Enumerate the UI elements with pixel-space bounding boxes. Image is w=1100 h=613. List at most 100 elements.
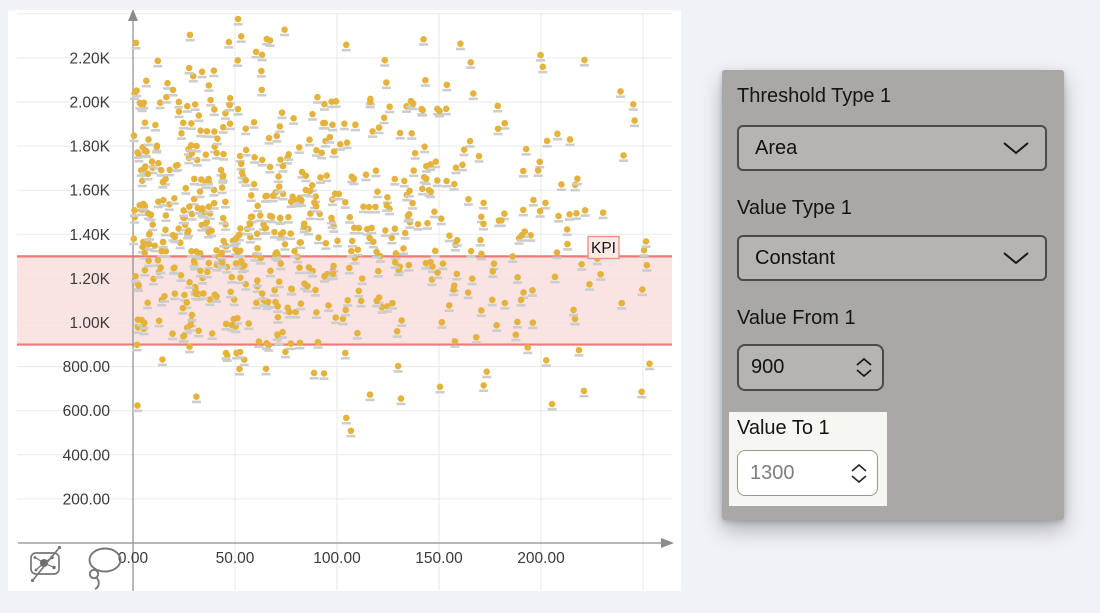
data-point[interactable] (424, 219, 431, 227)
data-point[interactable] (171, 290, 179, 297)
data-point[interactable] (178, 130, 185, 137)
data-point[interactable] (141, 266, 149, 274)
data-point[interactable] (139, 243, 147, 251)
data-point[interactable] (350, 175, 358, 182)
data-point[interactable] (277, 156, 284, 163)
data-point[interactable] (171, 194, 178, 202)
data-point[interactable] (203, 127, 211, 135)
data-point[interactable] (374, 188, 381, 196)
data-point[interactable] (247, 192, 255, 199)
data-point[interactable] (460, 146, 468, 153)
data-point[interactable] (130, 235, 138, 243)
data-point[interactable] (182, 184, 190, 192)
data-point[interactable] (272, 250, 279, 258)
data-point[interactable] (445, 302, 453, 309)
data-point[interactable] (130, 132, 138, 139)
data-point[interactable] (382, 227, 389, 234)
data-point[interactable] (226, 120, 234, 127)
data-point[interactable] (218, 249, 226, 257)
data-point[interactable] (478, 250, 485, 258)
threshold-type-dropdown[interactable]: Area (737, 125, 1047, 171)
data-point[interactable] (278, 109, 286, 116)
data-point[interactable] (205, 228, 212, 236)
data-point[interactable] (246, 220, 254, 227)
data-point[interactable] (431, 247, 439, 255)
data-point[interactable] (321, 272, 328, 280)
lasso-select-button[interactable] (82, 545, 126, 593)
data-point[interactable] (237, 247, 244, 255)
data-point[interactable] (536, 207, 544, 215)
spinner-down-button[interactable] (851, 474, 867, 483)
data-point[interactable] (175, 108, 183, 115)
data-point[interactable] (228, 273, 236, 281)
data-point[interactable] (251, 153, 258, 161)
data-point[interactable] (180, 332, 188, 340)
data-point[interactable] (643, 261, 651, 269)
data-point[interactable] (312, 286, 319, 294)
data-point[interactable] (314, 93, 321, 101)
data-point[interactable] (242, 177, 250, 184)
data-point[interactable] (254, 277, 261, 284)
data-point[interactable] (409, 100, 417, 107)
data-point[interactable] (558, 181, 565, 188)
data-point[interactable] (290, 115, 297, 122)
data-point[interactable] (306, 136, 313, 144)
data-point[interactable] (400, 245, 407, 252)
data-point[interactable] (219, 214, 227, 222)
data-point[interactable] (468, 275, 476, 283)
data-point[interactable] (254, 202, 261, 210)
data-point[interactable] (169, 330, 176, 337)
data-point[interactable] (459, 161, 466, 169)
data-point[interactable] (517, 296, 525, 304)
data-point[interactable] (646, 360, 653, 367)
data-point[interactable] (355, 287, 363, 295)
data-point[interactable] (281, 240, 289, 248)
data-point[interactable] (158, 247, 165, 255)
data-point[interactable] (446, 232, 453, 240)
data-point[interactable] (501, 119, 509, 127)
data-point[interactable] (250, 180, 258, 188)
data-point[interactable] (195, 112, 203, 119)
data-point[interactable] (197, 267, 204, 275)
data-point[interactable] (252, 48, 260, 56)
data-point[interactable] (155, 159, 162, 167)
data-point[interactable] (275, 183, 283, 190)
data-point[interactable] (154, 256, 162, 264)
data-point[interactable] (309, 110, 316, 118)
data-point[interactable] (141, 164, 148, 172)
data-point[interactable] (217, 166, 225, 174)
data-point[interactable] (366, 391, 374, 398)
spinner-down-button[interactable] (856, 369, 872, 377)
data-point[interactable] (151, 242, 159, 250)
data-point[interactable] (263, 340, 270, 347)
data-point[interactable] (146, 230, 153, 238)
data-point[interactable] (257, 212, 264, 219)
data-point[interactable] (422, 259, 430, 267)
data-point[interactable] (154, 57, 162, 65)
data-point[interactable] (162, 212, 170, 219)
data-point[interactable] (253, 299, 260, 307)
data-point[interactable] (233, 349, 240, 357)
data-point[interactable] (265, 134, 273, 142)
data-point[interactable] (581, 56, 588, 64)
data-point[interactable] (271, 228, 278, 236)
data-point[interactable] (564, 240, 571, 248)
data-point[interactable] (286, 308, 293, 316)
data-point[interactable] (422, 76, 429, 84)
data-point[interactable] (269, 192, 277, 200)
data-point[interactable] (429, 263, 436, 270)
data-point[interactable] (314, 338, 322, 346)
data-point[interactable] (143, 77, 150, 85)
data-point[interactable] (250, 118, 258, 126)
data-point[interactable] (436, 107, 443, 115)
data-point[interactable] (133, 87, 140, 94)
data-point[interactable] (219, 172, 227, 179)
data-point[interactable] (227, 288, 234, 296)
data-point[interactable] (365, 203, 373, 211)
data-point[interactable] (422, 175, 430, 182)
data-point[interactable] (241, 262, 248, 269)
data-point[interactable] (520, 289, 527, 296)
data-point[interactable] (457, 40, 464, 48)
data-point[interactable] (342, 414, 350, 422)
data-point[interactable] (381, 56, 389, 64)
